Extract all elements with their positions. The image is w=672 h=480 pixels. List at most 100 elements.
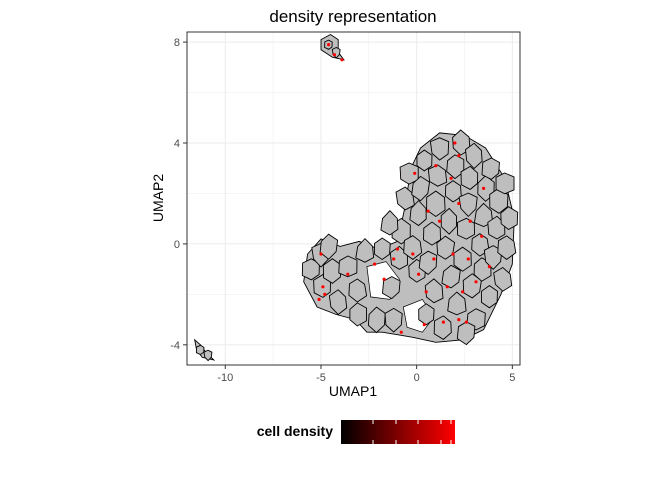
- dense-point: [474, 280, 478, 284]
- x-tick-label: -10: [217, 372, 233, 384]
- density-tile: [418, 303, 435, 326]
- x-tick-label: -5: [316, 372, 326, 384]
- density-tile: [456, 217, 475, 240]
- dense-point: [451, 252, 455, 256]
- density-tile: [481, 157, 500, 180]
- density-tile: [374, 237, 391, 261]
- colorbar-ticks: [372, 420, 452, 444]
- density-tile: [465, 142, 483, 170]
- panel-border: [186, 31, 521, 366]
- dense-point: [480, 234, 484, 238]
- dense-point: [466, 257, 470, 261]
- x-tick-label: 0: [414, 372, 420, 384]
- dense-point: [457, 201, 461, 206]
- density-tile: [301, 258, 320, 281]
- dense-point: [424, 290, 428, 294]
- density-tile: [411, 175, 430, 202]
- dense-point: [432, 257, 436, 261]
- density-tile: [427, 164, 448, 187]
- dense-point: [453, 141, 457, 145]
- density-tile: [429, 137, 450, 161]
- dense-point: [399, 330, 403, 334]
- dense-point: [461, 290, 465, 294]
- density-tile: [203, 349, 213, 362]
- dense-point: [464, 320, 468, 324]
- x-axis-label: UMAP1: [329, 383, 377, 399]
- y-tick-label: -4: [170, 340, 180, 352]
- density-tile: [497, 235, 517, 260]
- dense-point: [457, 318, 461, 322]
- dense-point: [413, 171, 417, 175]
- dense-point: [327, 43, 331, 47]
- density-tile: [322, 258, 343, 284]
- density-tile: [382, 276, 401, 300]
- density-tile: [473, 257, 492, 282]
- dense-point: [373, 262, 377, 266]
- density-tile: [453, 246, 472, 272]
- dense-point: [392, 257, 396, 261]
- x-axis: -10 -5 0 5: [217, 365, 515, 384]
- density-tile: [416, 149, 433, 172]
- density-tile: [495, 172, 515, 195]
- density-tile: [480, 285, 498, 309]
- density-tile: [380, 210, 399, 236]
- dense-point: [346, 272, 350, 276]
- density-tile: [487, 215, 506, 240]
- density-tile: [440, 207, 457, 235]
- density-tile: [458, 192, 478, 218]
- y-tick-label: 8: [174, 37, 180, 49]
- dense-point: [395, 247, 400, 251]
- dense-point: [445, 285, 449, 289]
- dense-point: [321, 285, 325, 289]
- density-tile: [338, 255, 358, 278]
- y-tick-label: 4: [174, 138, 180, 150]
- density-tile: [384, 307, 403, 333]
- density-tile: [355, 237, 375, 263]
- dense-point: [340, 58, 344, 62]
- dense-point: [482, 186, 486, 190]
- density-tile: [447, 291, 467, 316]
- density-tile: [433, 315, 452, 340]
- density-tile: [349, 302, 367, 327]
- density-tile: [409, 199, 427, 227]
- dense-point: [332, 53, 336, 57]
- dense-point: [449, 176, 453, 180]
- density-tile: [319, 233, 339, 260]
- density-tile: [195, 344, 205, 356]
- dense-point: [426, 209, 430, 213]
- density-tile: [403, 235, 423, 260]
- density-tile: [424, 278, 444, 304]
- dense-point: [411, 252, 415, 256]
- density-tile: [367, 306, 386, 334]
- density-tile: [328, 289, 348, 316]
- dense-point: [438, 219, 442, 223]
- dense-points: [317, 43, 491, 334]
- dense-point: [382, 277, 386, 281]
- dense-point: [317, 297, 321, 301]
- density-tile: [389, 245, 409, 270]
- dense-point: [434, 164, 438, 168]
- dense-point: [319, 252, 323, 256]
- colorbar: [341, 420, 455, 444]
- density-tile: [418, 250, 438, 275]
- dense-point: [468, 219, 472, 223]
- x-tick-label: 5: [509, 372, 515, 384]
- y-axis: -4 0 4 8: [170, 37, 187, 352]
- density-tile: [348, 278, 368, 303]
- dense-point: [417, 272, 421, 276]
- density-tile: [460, 165, 479, 190]
- density-tiles: [195, 39, 519, 362]
- dense-point: [487, 265, 491, 269]
- chart-title: density representation: [269, 7, 436, 26]
- dense-point: [323, 292, 327, 296]
- density-tile: [500, 206, 519, 231]
- y-tick-label: 0: [174, 239, 180, 251]
- legend: cell density: [257, 420, 455, 444]
- y-axis-label: UMAP2: [150, 174, 166, 222]
- density-tile: [441, 264, 461, 289]
- density-tile: [493, 266, 513, 292]
- legend-title: cell density: [257, 423, 333, 439]
- dense-point: [422, 323, 426, 327]
- dense-point: [457, 154, 461, 158]
